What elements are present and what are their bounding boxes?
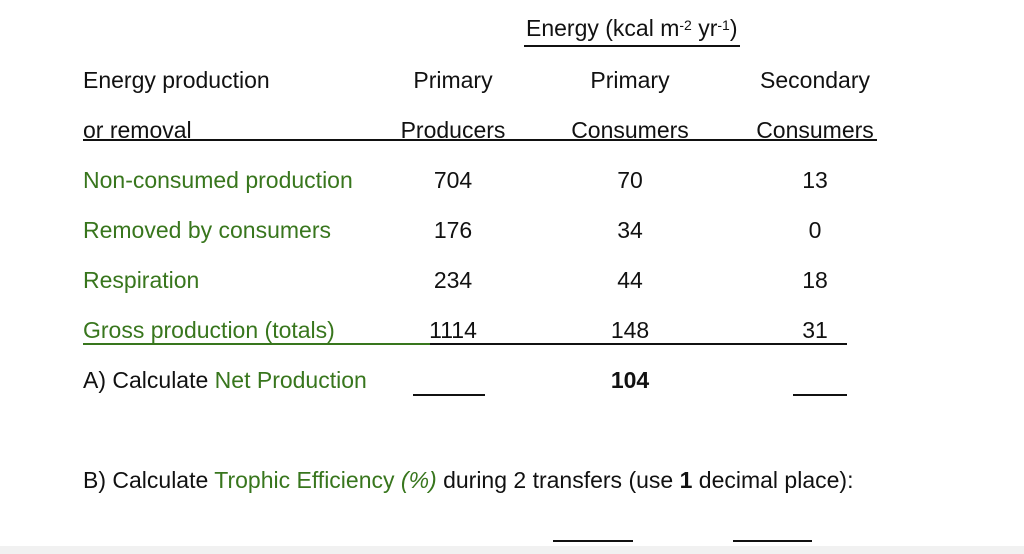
header-energy-production: Energy production bbox=[83, 67, 270, 93]
header-secondary-consumers-2: Consumers bbox=[756, 117, 874, 143]
header-primary-producers-2: Producers bbox=[400, 117, 506, 143]
cell-primary-producers: 1114 bbox=[429, 317, 477, 343]
header-primary-consumers-2: Consumers bbox=[571, 117, 689, 143]
row-label: Respiration bbox=[83, 267, 200, 293]
question-b-highlight-italic: (%) bbox=[400, 467, 437, 493]
header-secondary-consumers-1: Secondary bbox=[760, 67, 870, 93]
answer-blank-net-production-secondary bbox=[793, 394, 847, 396]
question-b-prefix: B) Calculate bbox=[83, 467, 215, 493]
row-label: Removed by consumers bbox=[83, 217, 331, 243]
row-label: Non-consumed production bbox=[83, 167, 353, 193]
title-text-2: yr bbox=[691, 15, 718, 41]
cell-primary-producers: 234 bbox=[433, 267, 473, 293]
cell-secondary-consumers: 0 bbox=[808, 217, 822, 243]
table-row: Non-consumed production 704 70 13 bbox=[0, 165, 1024, 195]
page-bottom-edge bbox=[0, 546, 1024, 554]
question-a-text: A) Calculate Net Production bbox=[83, 365, 503, 395]
cell-secondary-consumers: 31 bbox=[802, 317, 828, 343]
title-superscript-2: -1 bbox=[717, 17, 730, 33]
table-row-totals: Gross production (totals) 1114 148 31 bbox=[0, 315, 1024, 345]
question-b-bold: 1 bbox=[679, 467, 693, 493]
table-row: Removed by consumers 176 34 0 bbox=[0, 215, 1024, 245]
question-b-middle: during 2 transfers (use bbox=[436, 467, 680, 493]
question-b-highlight: Trophic Efficiency bbox=[214, 467, 401, 493]
title-text-3: ) bbox=[729, 15, 738, 41]
totals-underline-black bbox=[430, 343, 847, 345]
header-underline bbox=[83, 139, 877, 141]
question-a-row: A) Calculate Net Production 104 bbox=[0, 365, 1024, 395]
answer-blank-trophic-1 bbox=[553, 540, 633, 542]
table-title: Energy (kcal m-2 yr-1) bbox=[524, 13, 740, 47]
cell-net-production-primary-consumers: 104 bbox=[610, 367, 650, 393]
cell-primary-consumers: 44 bbox=[617, 267, 643, 293]
question-b-suffix: decimal place): bbox=[692, 467, 854, 493]
question-b-text: B) Calculate Trophic Efficiency (%) duri… bbox=[83, 465, 853, 495]
question-a-prefix: A) Calculate bbox=[83, 367, 215, 393]
cell-primary-producers: 704 bbox=[433, 167, 473, 193]
cell-primary-producers: 176 bbox=[433, 217, 473, 243]
title-superscript-1: -2 bbox=[679, 17, 692, 33]
table-header-row-1: Energy production Primary Primary Second… bbox=[0, 65, 1024, 95]
cell-primary-consumers: 34 bbox=[617, 217, 643, 243]
cell-primary-consumers: 70 bbox=[617, 167, 643, 193]
header-or-removal: or removal bbox=[83, 117, 192, 143]
answer-blank-net-production-producers bbox=[413, 394, 485, 396]
cell-secondary-consumers: 18 bbox=[802, 267, 828, 293]
cell-primary-consumers: 148 bbox=[610, 317, 650, 343]
row-label: Gross production (totals) bbox=[83, 317, 335, 343]
question-a-highlight: Net Production bbox=[214, 367, 367, 393]
totals-underline-green bbox=[83, 343, 430, 345]
table-header-row-2: or removal Producers Consumers Consumers bbox=[0, 115, 1024, 145]
table-row: Respiration 234 44 18 bbox=[0, 265, 1024, 295]
title-text-1: Energy (kcal m bbox=[526, 15, 680, 41]
cell-secondary-consumers: 13 bbox=[802, 167, 828, 193]
header-primary-producers-1: Primary bbox=[413, 67, 493, 93]
answer-blank-trophic-2 bbox=[733, 540, 812, 542]
header-primary-consumers-1: Primary bbox=[590, 67, 670, 93]
